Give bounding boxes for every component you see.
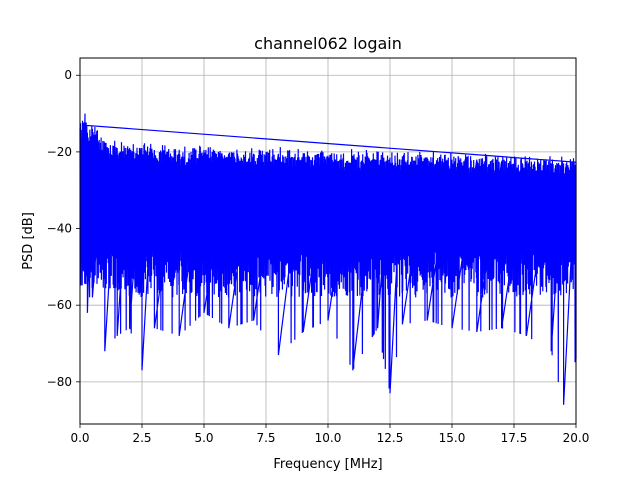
y-tick-label: −40 [47, 222, 72, 236]
x-tick-label: 20.0 [563, 431, 590, 445]
x-tick-label: 17.5 [501, 431, 528, 445]
psd-series-line [79, 113, 577, 405]
y-axis-label: PSD [dB] [21, 212, 36, 270]
y-tick-label: 0 [64, 68, 72, 82]
chart-title: channel062 logain [254, 34, 402, 53]
x-tick-label: 10.0 [315, 431, 342, 445]
axis-ticks: 0.0 2.5 5.0 7.5 10.0 12.5 15.0 17.5 20.0 0 −20 −40 −… [47, 68, 590, 445]
y-tick-label: −80 [47, 375, 72, 389]
x-tick-label: 5.0 [194, 431, 213, 445]
x-tick-label: 12.5 [377, 431, 404, 445]
x-tick-label: 15.0 [439, 431, 466, 445]
x-tick-label: 7.5 [256, 431, 275, 445]
x-tick-label: 2.5 [132, 431, 151, 445]
y-tick-label: −60 [47, 298, 72, 312]
y-tick-label: −20 [47, 145, 72, 159]
x-tick-label: 0.0 [70, 431, 89, 445]
plot-area [79, 113, 577, 405]
x-axis-label: Frequency [MHz] [273, 457, 382, 472]
